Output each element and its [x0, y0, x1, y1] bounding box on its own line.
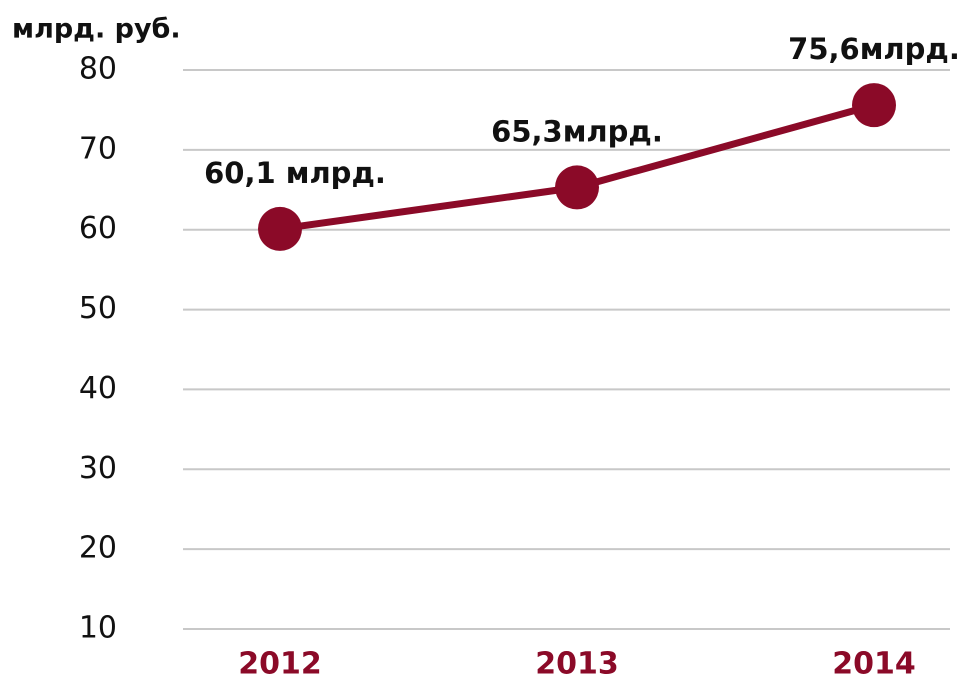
y-tick-label: 60 [79, 211, 117, 246]
y-axis-label: млрд. руб. [12, 14, 181, 45]
data-label: 75,6млрд. [788, 32, 960, 66]
marker [555, 165, 599, 210]
data-label: 65,3млрд. [491, 114, 663, 148]
y-tick-label: 20 [79, 531, 117, 566]
y-tick-label: 30 [79, 451, 117, 486]
x-tick-label: 2014 [832, 647, 916, 680]
y-tick-label: 50 [79, 291, 117, 326]
y-tick-label: 70 [79, 131, 117, 166]
y-tick-label: 40 [79, 371, 117, 406]
x-tick-label: 2012 [238, 647, 322, 680]
data-label: 60,1 млрд. [204, 156, 386, 190]
marker [852, 83, 896, 128]
x-tick-label: 2013 [535, 647, 619, 680]
y-tick-label: 80 [79, 52, 117, 87]
y-tick-label: 10 [79, 611, 117, 646]
marker [258, 206, 302, 251]
